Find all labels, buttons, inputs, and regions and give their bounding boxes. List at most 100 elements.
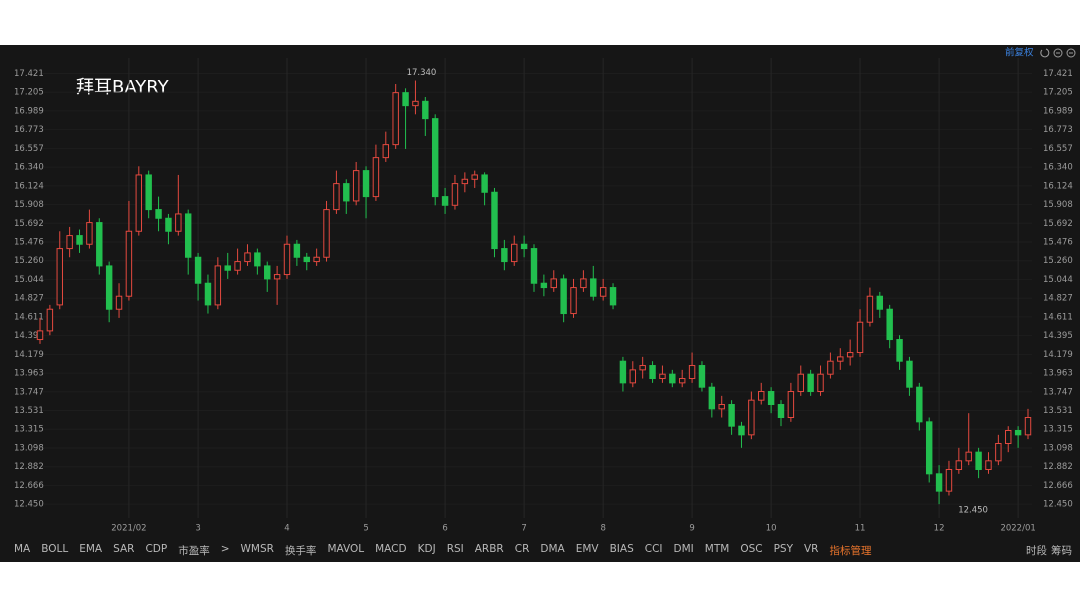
indicator-tab[interactable]: MTM (704, 543, 730, 555)
max-label: 17.340 (407, 68, 437, 78)
indicator-tab[interactable]: MA (14, 543, 31, 555)
side-tab[interactable]: 筹码 (1051, 545, 1072, 557)
indicator-tab[interactable]: 指标管理 (829, 545, 872, 557)
candle-body (303, 256, 310, 263)
candle-body (708, 386, 716, 410)
candle-body (698, 365, 706, 388)
candle-body (184, 213, 192, 258)
candle-body (36, 330, 44, 341)
y-tick-label: 16.773 (14, 125, 44, 135)
indicator-tab[interactable]: BIAS (609, 543, 634, 555)
candle-body (451, 183, 459, 206)
indicator-tab[interactable]: SAR (113, 543, 135, 555)
indicator-tab[interactable]: BOLL (41, 543, 69, 555)
candle-body (273, 274, 281, 280)
y-tick-label: 16.989 (14, 106, 44, 116)
candle-body (481, 174, 488, 193)
candle-body (392, 92, 399, 146)
indicator-tab[interactable]: MACD (375, 543, 407, 555)
candle-body (224, 265, 231, 271)
candle-body (669, 373, 676, 384)
candle-body (461, 178, 469, 185)
candle-body (1005, 430, 1012, 444)
indicator-tab[interactable]: ARBR (474, 543, 504, 555)
candle-body (56, 248, 63, 306)
candle-body (866, 295, 874, 323)
indicator-tab[interactable]: > (220, 543, 230, 555)
indicator-tab[interactable]: DMA (540, 543, 565, 555)
indicator-tab[interactable]: EMA (79, 543, 103, 555)
candle-body (916, 386, 923, 423)
y-tick-label-right: 12.666 (1043, 481, 1073, 491)
candle-body (422, 100, 429, 120)
candle-body (807, 373, 814, 393)
candle-body (718, 404, 725, 410)
indicator-tab[interactable]: CCI (644, 543, 663, 555)
candle-body (254, 252, 261, 267)
candle-body (797, 373, 804, 393)
y-tick-label-right: 16.340 (1043, 163, 1073, 173)
chart-panel (0, 45, 1080, 562)
candle-body (787, 391, 795, 419)
candle-body (46, 308, 54, 332)
candle-body (125, 230, 133, 297)
candle-body (511, 243, 518, 263)
candle-body (530, 248, 538, 284)
candle-body (777, 404, 785, 419)
reset-icon[interactable] (1040, 48, 1050, 58)
side-toolbar: 时段 筹码 (1026, 543, 1072, 558)
indicator-tab[interactable]: WMSR (240, 543, 274, 555)
indicator-tab[interactable]: 市盈率 (178, 545, 210, 557)
y-tick-label: 13.531 (14, 406, 44, 416)
indicator-tab[interactable]: DMI (673, 543, 694, 555)
indicator-tab[interactable]: EMV (575, 543, 599, 555)
adjust-button[interactable]: 前复权 (1005, 47, 1034, 59)
zoom-in-icon[interactable] (1066, 48, 1076, 58)
y-tick-label-right: 15.908 (1043, 200, 1073, 210)
candle-body (115, 295, 123, 310)
indicator-tab[interactable]: CDP (145, 543, 168, 555)
y-tick-label: 14.395 (14, 331, 44, 341)
candle-body (165, 217, 172, 232)
indicator-tab[interactable]: VR (804, 543, 819, 555)
candle-body (323, 209, 330, 258)
y-tick-label: 16.124 (14, 181, 44, 191)
indicator-tab[interactable]: CR (514, 543, 530, 555)
x-tick-label: 11 (855, 524, 866, 534)
side-tab[interactable]: 时段 (1026, 545, 1047, 557)
candle-body (333, 183, 340, 211)
candle-body (264, 265, 271, 280)
y-tick-label-right: 14.395 (1043, 331, 1073, 341)
y-tick-label-right: 14.179 (1043, 350, 1073, 360)
y-tick-label-right: 16.773 (1043, 125, 1073, 135)
y-tick-label: 17.421 (14, 69, 44, 79)
candle-body (767, 391, 775, 406)
y-tick-label: 15.692 (14, 219, 44, 229)
y-tick-label-right: 15.476 (1043, 238, 1073, 248)
y-tick-label: 17.205 (14, 88, 44, 98)
y-tick-label-right: 15.692 (1043, 219, 1073, 229)
indicator-tab[interactable]: RSI (446, 543, 464, 555)
candle-body (491, 191, 498, 250)
candle-body (876, 295, 884, 310)
y-tick-label: 15.044 (14, 275, 44, 285)
x-tick-label: 10 (766, 524, 777, 534)
y-tick-label-right: 13.315 (1043, 425, 1073, 435)
indicator-tab[interactable]: PSY (773, 543, 793, 555)
indicator-tab[interactable]: 换手率 (284, 545, 317, 557)
y-tick-label: 15.908 (14, 200, 44, 210)
candle-body (935, 473, 943, 492)
indicator-tab[interactable]: KDJ (417, 543, 436, 555)
candle-body (76, 235, 83, 245)
zoom-out-icon[interactable] (1053, 48, 1063, 58)
candle-body (145, 174, 152, 211)
indicator-toolbar: MA BOLL EMA SAR CDP 市盈率 > WMSR 换手率 MAVOL MACD KDJ RS… (14, 543, 871, 558)
candle-body (501, 248, 508, 263)
candle-body (362, 170, 370, 198)
y-tick-label-right: 14.611 (1043, 312, 1073, 322)
x-tick-label: 4 (284, 524, 289, 534)
indicator-tab[interactable]: OSC (740, 543, 763, 555)
indicator-tab[interactable]: MAVOL (327, 543, 365, 555)
y-tick-label: 13.315 (14, 425, 44, 435)
